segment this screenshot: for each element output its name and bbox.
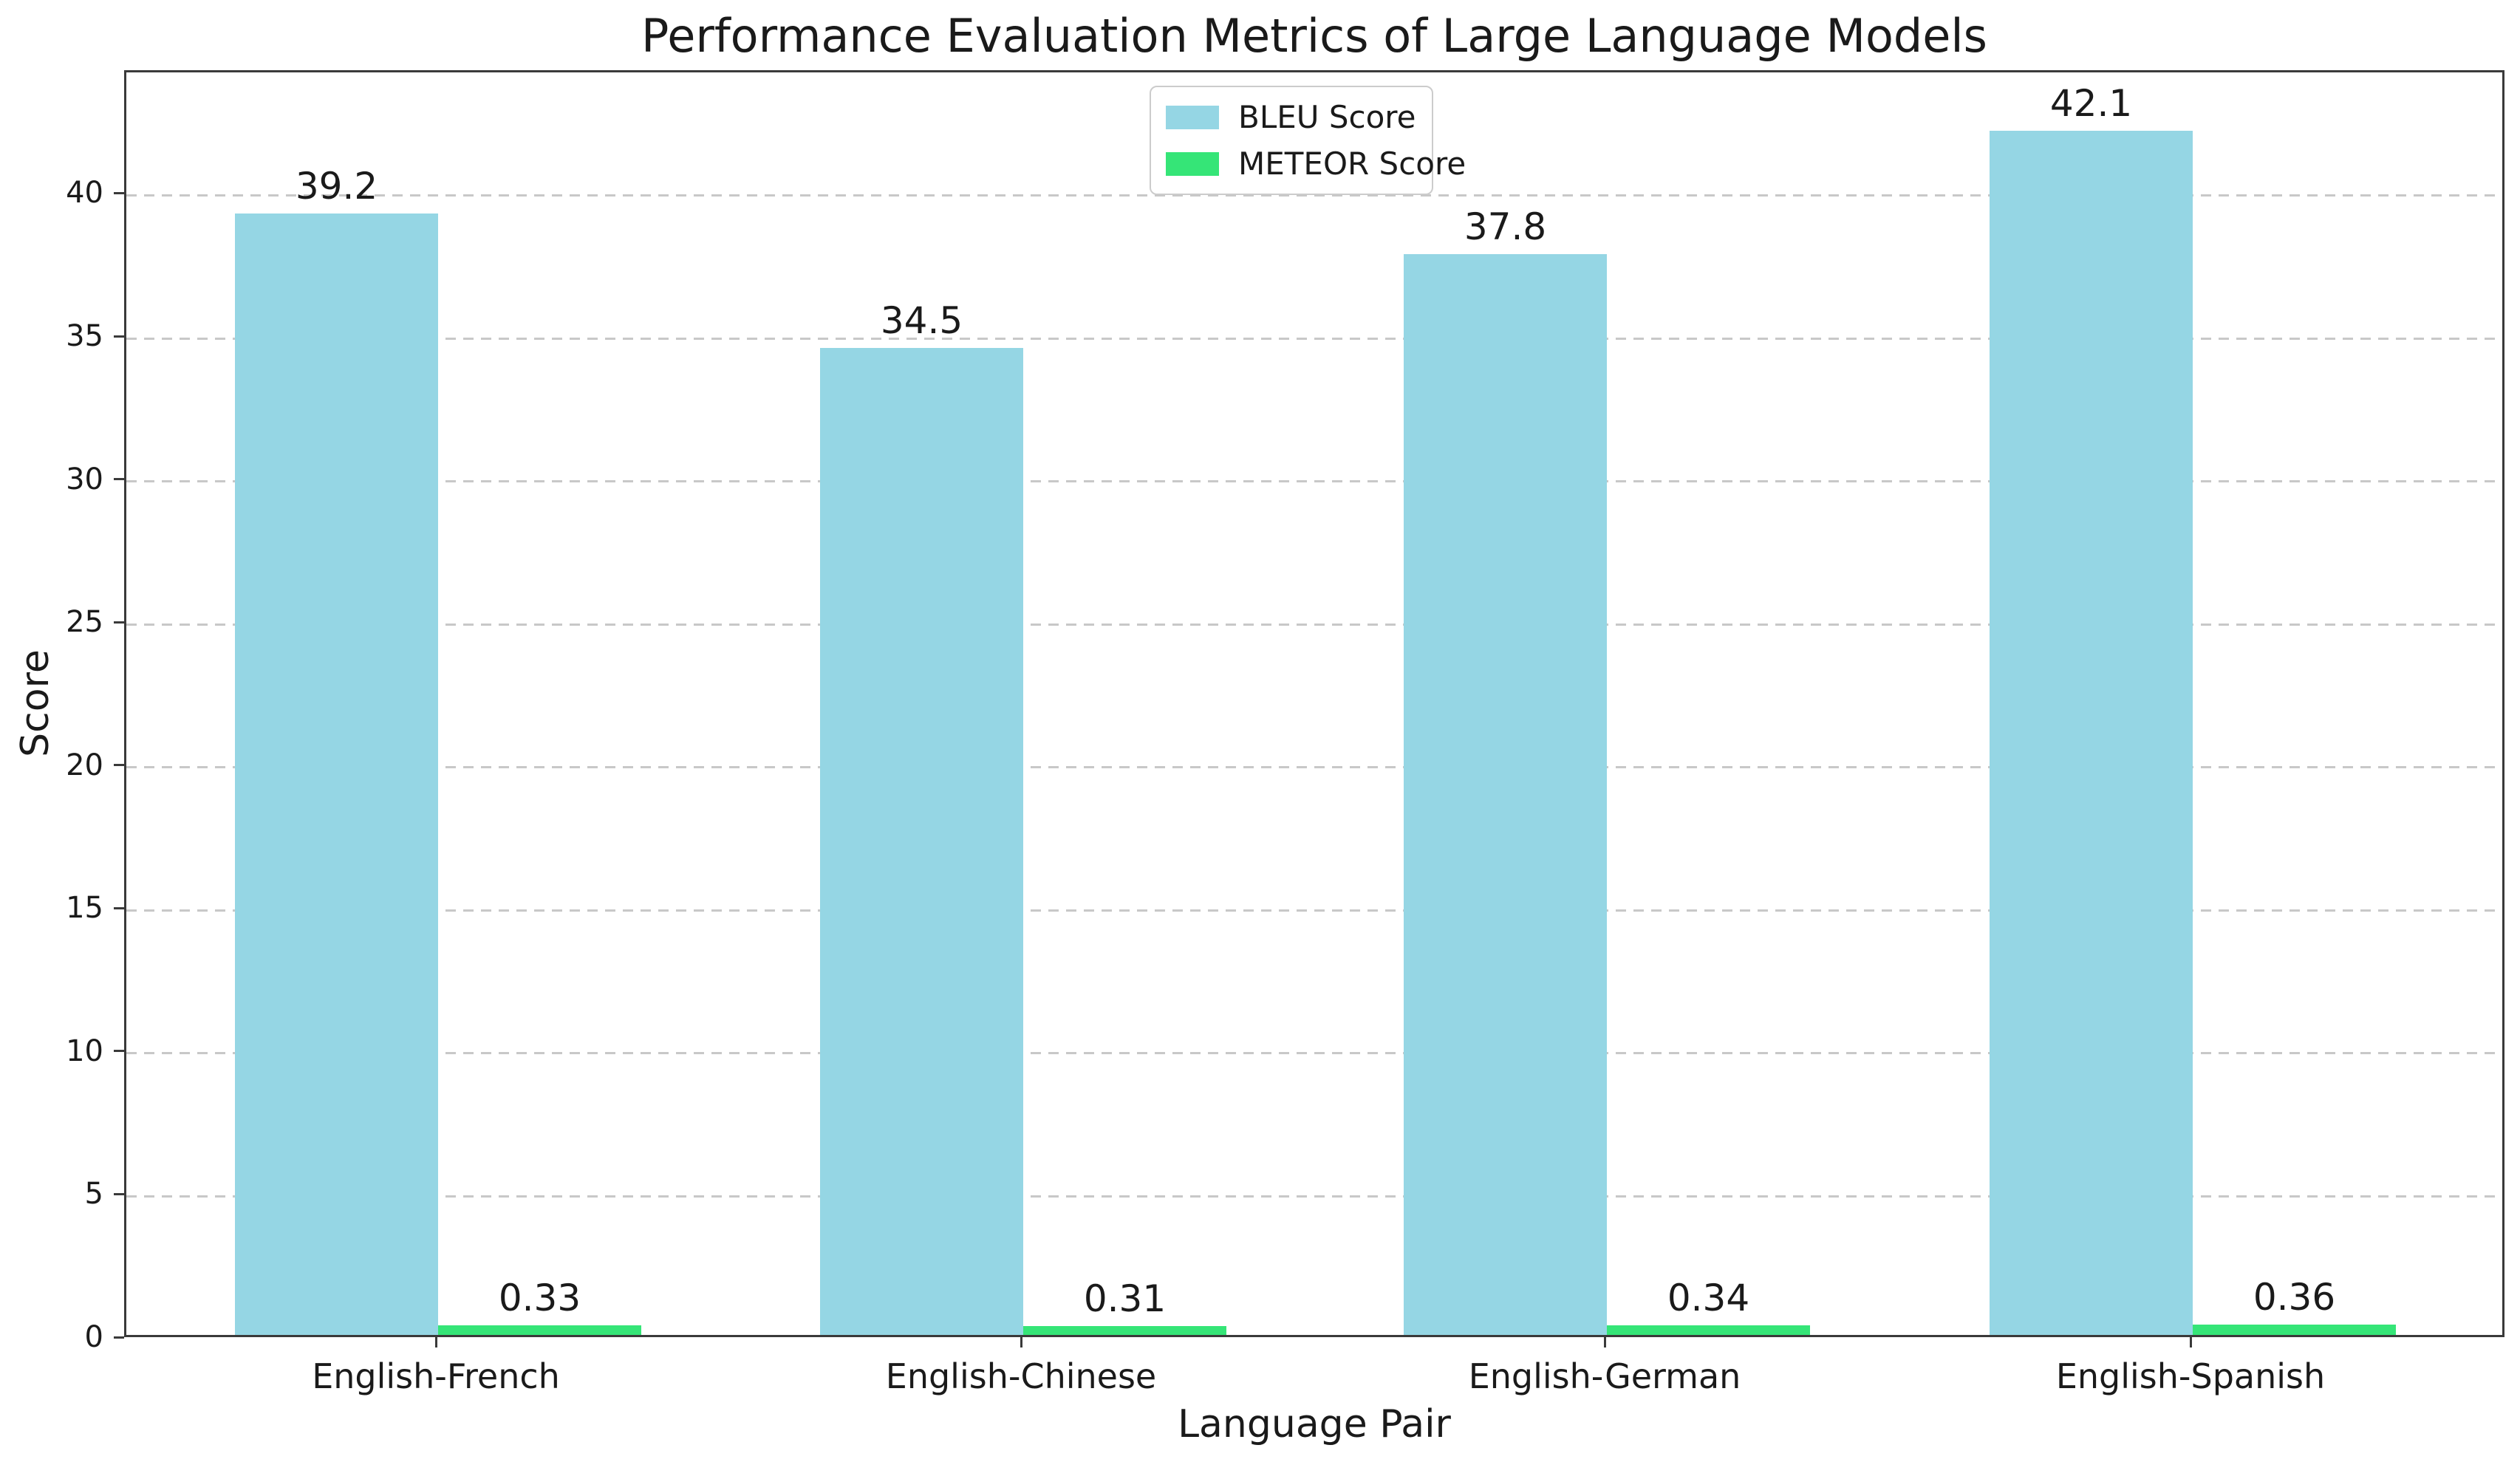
- y-tick-label-15: 15: [66, 891, 103, 926]
- y-tick-mark: [114, 191, 124, 194]
- x-tick-label-english-spanish: English-Spanish: [2055, 1356, 2326, 1396]
- y-tick-mark: [114, 1192, 124, 1195]
- meteor-bar-english-french: [438, 1325, 641, 1335]
- gridline-y-15: [126, 909, 2502, 912]
- bar-value-label: 0.33: [498, 1277, 581, 1319]
- y-tick-mark: [114, 335, 124, 338]
- bar-value-label: 0.31: [1083, 1277, 1167, 1320]
- legend: BLEU Score METEOR Score: [1150, 86, 1466, 195]
- gridline-y-10: [126, 1052, 2502, 1055]
- bar-value-label: 0.34: [1667, 1277, 1750, 1319]
- gridline-y-25: [126, 623, 2502, 626]
- legend-label: BLEU Score: [1238, 99, 1416, 135]
- bar-value-label: 0.36: [2253, 1276, 2336, 1319]
- y-tick-mark: [114, 621, 124, 624]
- bleu-bar-english-german: [1404, 254, 1607, 1335]
- x-axis-label: Language Pair: [1178, 1402, 1451, 1446]
- y-tick-mark: [114, 1336, 124, 1339]
- y-tick-label-5: 5: [84, 1177, 103, 1212]
- x-tick-mark: [434, 1337, 437, 1347]
- bleu-bar-english-spanish: [1990, 131, 2193, 1335]
- bar-value-label: 34.5: [880, 299, 963, 342]
- bar-value-label: 42.1: [2049, 82, 2133, 125]
- gridline-y-20: [126, 766, 2502, 769]
- y-tick-mark: [114, 1050, 124, 1053]
- x-tick-label-english-german: English-German: [1468, 1356, 1741, 1396]
- legend-label: METEOR Score: [1238, 146, 1466, 182]
- legend-swatch-icon: [1166, 151, 1219, 176]
- y-tick-label-25: 25: [66, 605, 103, 640]
- x-tick-mark: [1603, 1337, 1606, 1347]
- plot-area: 39.2 0.33 34.5 0.31 37.8 0.34 42.1 0.36: [124, 70, 2504, 1337]
- legend-item: METEOR Score: [1166, 146, 1466, 182]
- y-axis-label: Score: [13, 649, 58, 757]
- x-tick-label-english-chinese: English-Chinese: [885, 1356, 1157, 1396]
- legend-item: BLEU Score: [1166, 99, 1417, 135]
- x-tick-mark: [2189, 1337, 2192, 1347]
- bar-value-label: 39.2: [295, 165, 378, 208]
- x-tick-label-english-french: English-French: [312, 1356, 560, 1396]
- y-tick-label-10: 10: [66, 1034, 103, 1068]
- y-tick-label-20: 20: [66, 748, 103, 782]
- bleu-bar-english-french: [235, 214, 438, 1335]
- bar-value-label: 37.8: [1464, 205, 1547, 248]
- gridline-y-35: [126, 337, 2502, 340]
- gridline-y-30: [126, 480, 2502, 483]
- meteor-bar-english-chinese: [1023, 1326, 1226, 1335]
- y-tick-label-40: 40: [66, 176, 103, 211]
- y-tick-mark: [114, 764, 124, 767]
- page-title: Performance Evaluation Metrics of Large …: [641, 9, 1987, 63]
- y-tick-label-0: 0: [84, 1320, 103, 1354]
- legend-swatch-icon: [1166, 105, 1219, 129]
- gridline-y-40: [126, 194, 2502, 197]
- y-tick-label-30: 30: [66, 462, 103, 496]
- x-tick-mark: [1020, 1337, 1022, 1347]
- bleu-bar-english-chinese: [820, 348, 1023, 1335]
- y-tick-mark: [114, 478, 124, 481]
- meteor-bar-english-spanish: [2193, 1325, 2396, 1335]
- y-tick-label-35: 35: [66, 319, 103, 354]
- gridline-y-5: [126, 1195, 2502, 1198]
- meteor-bar-english-german: [1607, 1325, 1810, 1335]
- y-tick-mark: [114, 906, 124, 909]
